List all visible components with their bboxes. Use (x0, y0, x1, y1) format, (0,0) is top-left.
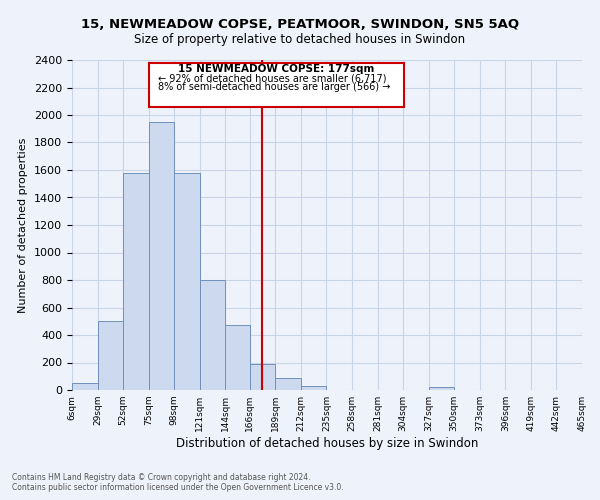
Text: 15 NEWMEADOW COPSE: 177sqm: 15 NEWMEADOW COPSE: 177sqm (178, 64, 374, 74)
Bar (72, 383, 98, 390)
Text: 8% of semi-detached houses are larger (566) →: 8% of semi-detached houses are larger (5… (158, 82, 390, 92)
Bar (428, 387, 454, 390)
X-axis label: Distribution of detached houses by size in Swindon: Distribution of detached houses by size … (176, 437, 478, 450)
Bar (301, 386, 326, 390)
Y-axis label: Number of detached properties: Number of detached properties (19, 138, 28, 312)
Text: Contains HM Land Registry data © Crown copyright and database right 2024.
Contai: Contains HM Land Registry data © Crown c… (12, 473, 344, 492)
Text: 15, NEWMEADOW COPSE, PEATMOOR, SWINDON, SN5 5AQ: 15, NEWMEADOW COPSE, PEATMOOR, SWINDON, … (81, 18, 519, 30)
Bar (275, 378, 301, 390)
FancyBboxPatch shape (149, 62, 404, 107)
Text: ← 92% of detached houses are smaller (6,717): ← 92% of detached houses are smaller (6,… (158, 74, 386, 84)
Bar (174, 173, 200, 390)
Bar (250, 364, 275, 390)
Bar (226, 326, 250, 390)
Bar (149, 122, 174, 390)
Text: Size of property relative to detached houses in Swindon: Size of property relative to detached ho… (134, 32, 466, 46)
Bar (200, 280, 226, 390)
Bar (123, 173, 149, 390)
Bar (98, 322, 123, 390)
